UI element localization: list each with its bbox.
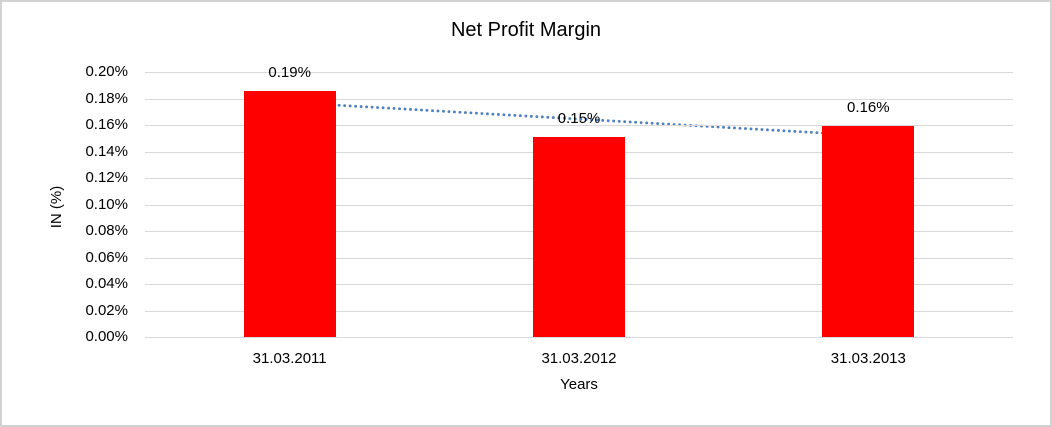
y-tick-label: 0.02% (85, 301, 128, 319)
bar-data-label: 0.19% (268, 63, 311, 81)
x-axis-title: Years (560, 376, 598, 393)
bar (822, 126, 915, 337)
gridline (145, 98, 1013, 100)
y-tick-label: 0.14% (85, 142, 128, 160)
trendline (288, 101, 870, 137)
bar-data-label: 0.15% (557, 109, 601, 127)
x-tick-label: 31.03.2013 (830, 350, 906, 367)
y-tick-label: 0.20% (85, 63, 128, 80)
gridline (145, 337, 1013, 338)
gridline (145, 72, 1013, 73)
y-tick-label: 0.16% (85, 116, 128, 133)
y-tick-label: 0.04% (85, 275, 128, 292)
y-tick-label: 0.00% (85, 328, 128, 345)
y-tick-label: 0.12% (85, 169, 128, 186)
x-tick-label: 31.03.2011 (252, 350, 327, 367)
y-tick-label: 0.18% (85, 89, 128, 107)
bar (243, 90, 336, 337)
y-tick-label: 0.08% (85, 222, 128, 239)
bar-data-label: 0.16% (847, 99, 890, 117)
x-tick-label: 31.03.2012 (541, 350, 617, 367)
chart-title: Net Profit Margin (450, 19, 602, 41)
y-tick-label: 0.06% (85, 248, 128, 266)
gridline (145, 125, 1013, 126)
y-tick-label: 0.10% (85, 195, 128, 213)
bar (533, 136, 625, 337)
